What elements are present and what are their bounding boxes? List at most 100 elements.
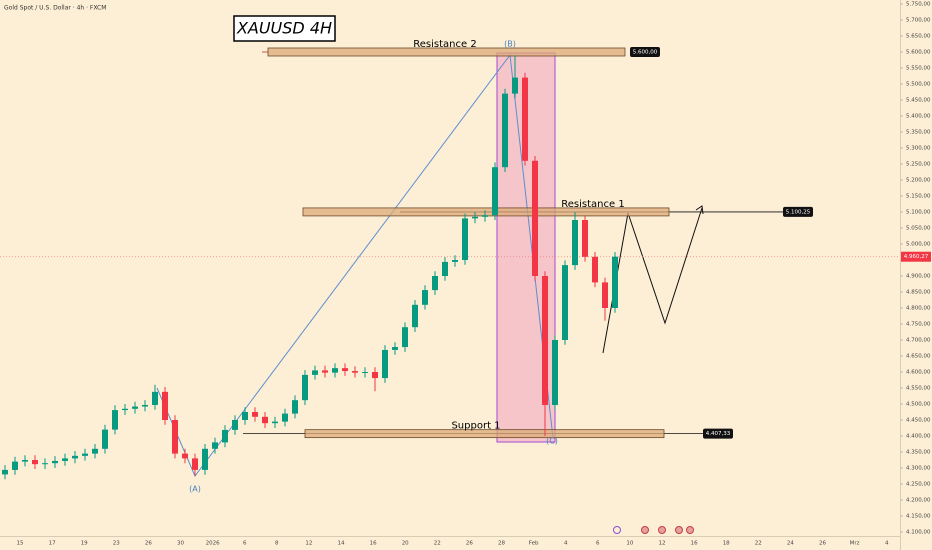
y-tick-label: 5.250,00 [906,162,931,168]
candle-body [572,220,578,266]
level-price-label: 5.600,00 [633,50,658,56]
candle-body [492,167,498,216]
y-tick-label: 4.600,00 [906,370,931,376]
x-tick-label: 4 [885,541,889,547]
level-zone [267,47,626,57]
y-tick-label: 5.500,00 [906,82,931,88]
candle-body [612,256,618,308]
y-tick-label: 4.100,00 [906,530,931,536]
candle-body [212,442,218,449]
y-tick-label: 5.400,00 [906,114,931,120]
candle-body [42,463,48,465]
event-icon [658,526,666,534]
title-box [233,15,336,42]
candle-body [282,413,288,422]
candle-body [442,261,448,276]
candle-body [262,416,268,424]
candle-body [472,216,478,219]
x-tick-label: 8 [275,541,279,547]
candle-body [222,429,228,443]
candle-body [132,406,138,409]
event-icon [675,526,683,534]
candle-body [162,391,168,420]
y-tick-label: 4.300,00 [906,466,931,472]
candle-body [62,458,68,461]
y-tick-label: 5.600,00 [906,50,931,56]
y-tick-label: 4.400,00 [906,434,931,440]
candle-body [532,160,538,276]
candle-body [602,282,608,308]
candle-body [522,77,528,161]
x-tick-label: 10 [626,541,633,547]
candle-body [432,276,438,291]
x-tick-label: 12 [659,541,666,547]
level-price-label: 4.407,33 [706,431,731,437]
candle-body [2,469,8,475]
y-tick-label: 4.650,00 [906,354,931,360]
candle-body [342,368,348,372]
x-tick-label: 4 [564,541,568,547]
level-name: Resistance 1 [561,199,624,210]
current-price-tag [901,251,931,262]
y-tick-label: 5.200,00 [906,178,931,184]
candle-body [152,391,158,405]
x-tick-label: 20 [402,541,409,547]
y-tick-label: 5.450,00 [906,98,931,104]
candle-body [12,461,18,470]
candle-body [392,347,398,350]
chart-title: XAUUSD 4H [236,19,332,38]
projection-arrow [695,205,704,215]
x-tick-label: 15 [17,541,24,547]
candle-body [482,215,488,217]
x-tick-label: 19 [81,541,88,547]
x-tick-label: 6 [596,541,600,547]
candle-body [312,370,318,375]
wave-label: (C) [546,437,558,446]
candle-body [462,218,468,260]
candle-body [272,421,278,424]
candle-body [112,410,118,430]
y-tick-label: 5.100,00 [906,210,931,216]
x-tick-label: 22 [434,541,441,547]
candle-body [142,404,148,407]
y-tick-label: 4.900,00 [906,274,931,280]
candle-body [412,304,418,328]
event-icon [613,526,621,534]
level-price-tag [630,47,660,57]
event-icon [641,526,649,534]
x-tick-label: Feb [529,541,539,547]
candle-body [362,372,368,373]
y-tick-label: 4.700,00 [906,338,931,344]
y-tick-label: 4.550,00 [906,386,931,392]
y-tick-label: 5.050,00 [906,226,931,232]
y-tick-label: 4.250,00 [906,482,931,488]
y-tick-label: 4.450,00 [906,418,931,424]
candle-body [102,429,108,449]
candle-body [582,220,588,257]
x-tick-label: 22 [755,541,762,547]
y-tick-label: 5.650,00 [906,34,931,40]
y-tick-label: 4.800,00 [906,306,931,312]
wave-label: (B) [504,40,516,49]
y-tick-label: 5.150,00 [906,194,931,200]
candle-body [122,408,128,411]
wave-label: (A) [189,485,201,494]
candle-body [182,453,188,459]
event-icon [686,526,694,534]
candle-body [22,460,28,462]
candle-body [202,448,208,470]
candle-body [72,455,78,459]
x-tick-label: 26 [819,541,826,547]
x-tick-label: 2026 [206,541,220,547]
x-tick-label: 23 [113,541,120,547]
y-tick-label: 4.350,00 [906,450,931,456]
candle-body [402,327,408,348]
candle-body [322,370,328,373]
candle-body [32,460,38,465]
level-name: Resistance 2 [413,39,476,50]
candle-body [302,374,308,401]
level-zone [304,429,665,439]
candle-body [372,372,378,379]
